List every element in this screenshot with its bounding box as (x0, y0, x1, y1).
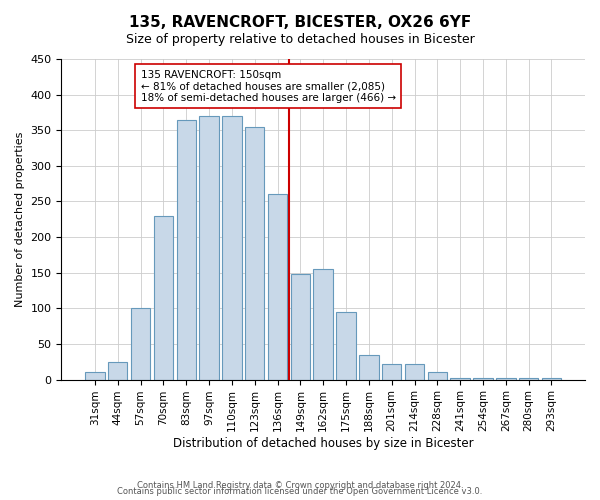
Bar (154, 216, 173, 380)
Text: 135, RAVENCROFT, BICESTER, OX26 6YF: 135, RAVENCROFT, BICESTER, OX26 6YF (129, 15, 471, 30)
Bar (496, 378, 515, 380)
Bar (222, 116, 242, 380)
Bar (451, 378, 470, 380)
X-axis label: Distribution of detached houses by size in Bicester: Distribution of detached houses by size … (173, 437, 473, 450)
Bar (131, 308, 150, 380)
Bar (428, 372, 447, 380)
Bar (85, 372, 104, 380)
Bar (245, 126, 265, 380)
Bar (313, 269, 333, 380)
Text: Contains HM Land Registry data © Crown copyright and database right 2024.: Contains HM Land Registry data © Crown c… (137, 481, 463, 490)
Bar (519, 378, 538, 380)
Bar (473, 378, 493, 380)
Bar (337, 312, 356, 380)
Bar (290, 274, 310, 380)
Bar (382, 364, 401, 380)
Bar (542, 378, 561, 380)
Bar (268, 194, 287, 380)
Bar (405, 364, 424, 380)
Bar (199, 116, 219, 380)
Y-axis label: Number of detached properties: Number of detached properties (15, 132, 25, 307)
Text: Size of property relative to detached houses in Bicester: Size of property relative to detached ho… (125, 32, 475, 46)
Bar (108, 362, 127, 380)
Text: Contains public sector information licensed under the Open Government Licence v3: Contains public sector information licen… (118, 487, 482, 496)
Text: 135 RAVENCROFT: 150sqm
← 81% of detached houses are smaller (2,085)
18% of semi-: 135 RAVENCROFT: 150sqm ← 81% of detached… (140, 70, 395, 103)
Bar (176, 120, 196, 380)
Bar (359, 354, 379, 380)
